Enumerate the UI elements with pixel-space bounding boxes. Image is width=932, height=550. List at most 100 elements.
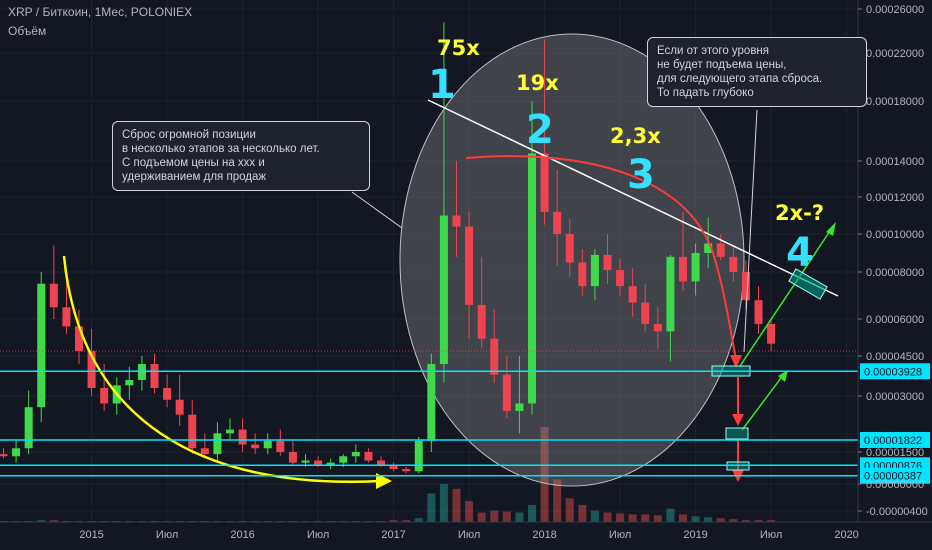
candle-body[interactable] xyxy=(24,407,33,449)
candle-body[interactable] xyxy=(163,388,172,400)
candle-body[interactable] xyxy=(565,234,574,263)
candle-body[interactable] xyxy=(553,211,562,234)
candle-body[interactable] xyxy=(691,253,700,282)
candle-body[interactable] xyxy=(288,452,297,463)
callout-left-pointer xyxy=(351,191,403,229)
callout-left[interactable]: Сброс огромной позиции в несколько этапо… xyxy=(112,121,370,191)
candle-body[interactable] xyxy=(754,300,763,324)
x-tick-label: Июл xyxy=(458,529,480,541)
candle-body[interactable] xyxy=(528,153,536,404)
candle-body[interactable] xyxy=(226,429,234,434)
volume-bar xyxy=(666,508,675,522)
candle-body[interactable] xyxy=(653,323,662,332)
candle-body[interactable] xyxy=(200,448,209,455)
price-level-badge-label: 0.00001822 xyxy=(864,435,922,447)
volume-label: Объём xyxy=(8,24,47,38)
candle-body[interactable] xyxy=(12,448,21,457)
candle-body[interactable] xyxy=(326,462,335,465)
y-tick-label: 0.00006000 xyxy=(866,314,924,326)
annotation-labels: 1 2 3 4 75x 19x 2,3x 2x-? xyxy=(428,36,824,276)
candle-body[interactable] xyxy=(351,452,360,457)
candle-body[interactable] xyxy=(364,452,373,461)
candle-body[interactable] xyxy=(439,215,448,365)
volume-bar xyxy=(389,520,398,522)
volume-bar xyxy=(716,518,725,522)
callout-right[interactable]: Если от этого уровня не будет подъема це… xyxy=(647,37,867,107)
growth-arrow-1 xyxy=(739,227,833,367)
candle-body[interactable] xyxy=(641,302,650,324)
candle-body[interactable] xyxy=(490,338,499,375)
candle-body[interactable] xyxy=(729,256,738,272)
candle-body[interactable] xyxy=(251,444,260,449)
candle-body[interactable] xyxy=(175,399,184,415)
candle-body[interactable] xyxy=(679,256,687,282)
candle-body[interactable] xyxy=(402,469,411,472)
candle-body[interactable] xyxy=(37,283,46,408)
candle-body[interactable] xyxy=(716,243,725,257)
candle-body[interactable] xyxy=(301,460,310,463)
candle-body[interactable] xyxy=(414,440,423,472)
volume-bar xyxy=(590,510,599,522)
volume-bar xyxy=(729,519,738,522)
volume-bar xyxy=(477,512,486,522)
candle-body[interactable] xyxy=(213,433,222,455)
candle-body[interactable] xyxy=(666,256,675,332)
candle-body[interactable] xyxy=(188,414,197,449)
candle-body[interactable] xyxy=(704,243,713,254)
multiplier-label-3: 2,3x xyxy=(610,124,661,148)
x-tick-label: 2018 xyxy=(532,529,556,541)
candle-body[interactable] xyxy=(628,286,637,303)
volume-bar xyxy=(767,520,776,522)
candle-body[interactable] xyxy=(427,364,436,441)
x-tick-label: 2016 xyxy=(230,529,254,541)
candle-body[interactable] xyxy=(238,429,247,445)
candle-body[interactable] xyxy=(578,262,587,287)
candle-body[interactable] xyxy=(49,283,58,308)
volume-bar xyxy=(578,504,587,522)
candle-body[interactable] xyxy=(452,215,461,227)
symbol-title[interactable]: XRP / Биткоин, 1Мес, POLONIEX xyxy=(8,5,193,19)
candle-body[interactable] xyxy=(377,460,385,465)
y-tick-label: 0.00010000 xyxy=(866,229,924,241)
price-level-badge xyxy=(860,467,930,484)
candle-body[interactable] xyxy=(150,364,159,388)
candle-body[interactable] xyxy=(477,304,486,339)
candle-body[interactable] xyxy=(75,326,83,352)
candle-body[interactable] xyxy=(0,454,8,457)
volume-bar xyxy=(515,512,524,522)
candle-body[interactable] xyxy=(502,374,511,411)
target-box-4[interactable] xyxy=(788,268,828,300)
candle-body[interactable] xyxy=(590,254,599,287)
candle-body[interactable] xyxy=(87,351,96,388)
candle-body[interactable] xyxy=(515,403,524,411)
y-tick-label: 0.00003000 xyxy=(866,391,924,403)
x-tick-label: Июл xyxy=(307,529,329,541)
volume-bar xyxy=(414,518,423,522)
wave-number-2: 2 xyxy=(526,107,554,153)
x-tick-label: Июл xyxy=(609,529,631,541)
wave-number-1: 1 xyxy=(428,62,456,108)
decay-curve-arrowhead xyxy=(376,473,392,489)
candle-body[interactable] xyxy=(741,272,750,301)
candle-body[interactable] xyxy=(62,307,71,327)
target-box-2[interactable] xyxy=(725,427,749,440)
price-level-badge-label: 0.00000387 xyxy=(864,471,922,483)
candle-body[interactable] xyxy=(389,464,398,470)
candle-body[interactable] xyxy=(276,440,285,452)
candle-body[interactable] xyxy=(603,254,612,271)
candle-body[interactable] xyxy=(314,460,323,465)
candle-body[interactable] xyxy=(616,270,625,287)
candle-body[interactable] xyxy=(465,226,474,305)
candle-body[interactable] xyxy=(125,380,134,386)
candle-body[interactable] xyxy=(767,323,776,344)
candle-body[interactable] xyxy=(100,388,109,404)
wave-number-4: 4 xyxy=(786,230,814,276)
callout-right-pointer xyxy=(743,109,758,353)
candle-body[interactable] xyxy=(339,456,348,463)
candle-body[interactable] xyxy=(540,153,549,212)
volume-bar xyxy=(452,488,461,522)
candle-body[interactable] xyxy=(263,440,272,449)
